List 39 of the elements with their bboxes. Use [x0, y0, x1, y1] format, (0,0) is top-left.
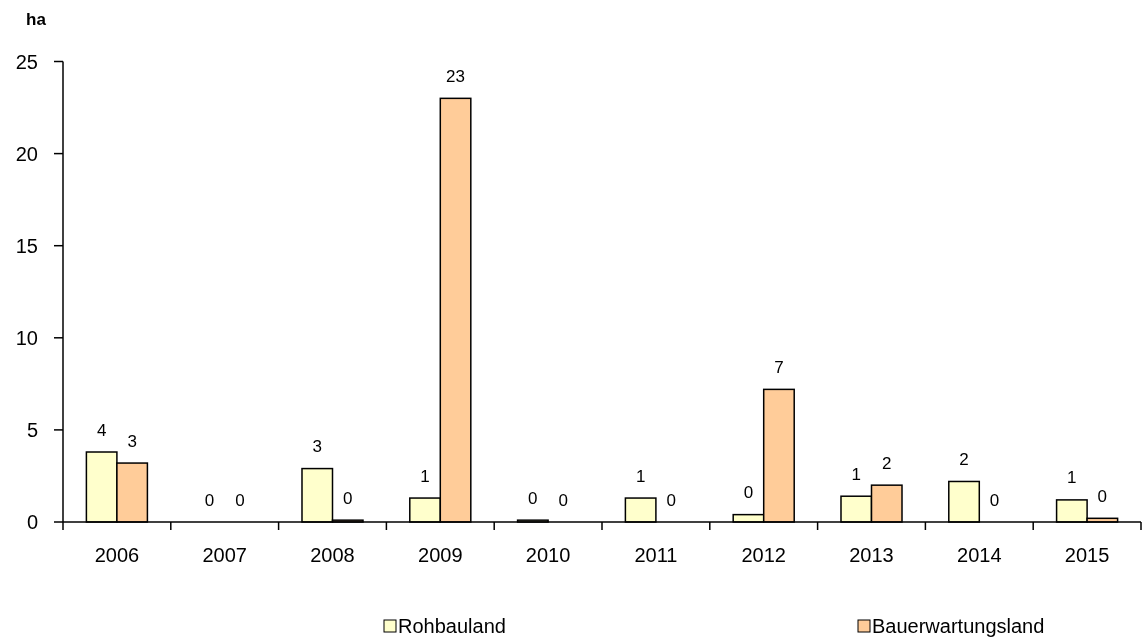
- data-label: 0: [204, 490, 215, 510]
- data-label: 0: [343, 488, 353, 508]
- y-tick-label: 10: [15, 326, 38, 349]
- x-tick-label: 2009: [418, 544, 463, 566]
- x-tick-label: 2010: [525, 544, 571, 566]
- x-tick-label: 2008: [310, 544, 355, 566]
- y-tick-label: 25: [15, 50, 38, 73]
- x-tick-label: 2011: [634, 544, 678, 566]
- data-label: 0: [743, 483, 754, 503]
- data-label: 1: [851, 464, 861, 484]
- x-tick-label: 2014: [957, 544, 1002, 566]
- data-label: 3: [312, 437, 322, 457]
- y-axis-title: ha: [26, 10, 47, 29]
- data-label: 0: [666, 490, 676, 510]
- data-label: 0: [989, 490, 1000, 510]
- data-label: 1: [1067, 468, 1077, 488]
- x-tick-label: 2012: [741, 544, 786, 566]
- y-tick-label: 20: [15, 142, 38, 165]
- x-tick-label: 2007: [202, 544, 247, 566]
- x-tick-label: 2013: [849, 544, 894, 566]
- data-label: 7: [774, 357, 784, 377]
- data-label: 2: [959, 449, 969, 469]
- data-label: 1: [420, 466, 430, 486]
- data-label: 2: [882, 453, 892, 473]
- legend-label: Bauerwartungsland: [872, 615, 1045, 637]
- data-label: 0: [528, 488, 538, 508]
- data-label: 1: [635, 466, 646, 486]
- y-tick-label: 5: [26, 418, 38, 441]
- x-tick-label: 2006: [94, 544, 140, 566]
- y-tick-label: 15: [15, 234, 38, 257]
- data-label: 23: [446, 66, 466, 86]
- data-label: 0: [1097, 486, 1108, 506]
- data-label: 3: [127, 431, 137, 451]
- legend-label: Rohbauland: [398, 615, 506, 637]
- data-label: 0: [558, 490, 569, 510]
- data-label: 0: [235, 490, 245, 510]
- y-tick-label: 0: [26, 511, 38, 533]
- data-label: 4: [96, 420, 107, 440]
- x-tick-label: 2015: [1064, 544, 1110, 566]
